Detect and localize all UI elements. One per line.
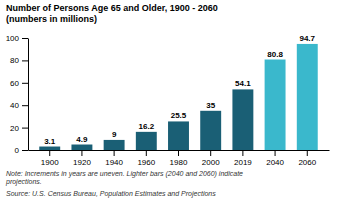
bars [39,44,317,150]
data-labels: 3.1 4.9 9 16.2 25.5 35 54.1 80.8 94.7 [44,34,315,146]
tick-label: 1940 [105,158,123,167]
annotation: Source: U.S. Census Bureau, Population E… [6,190,216,198]
tick-mark [210,150,211,156]
tick: 1980 [170,150,188,167]
bar [265,60,286,150]
tick-label: 2019 [234,158,252,167]
tick-label: 1920 [73,158,91,167]
bar [39,147,60,150]
subtitle: (numbers in millions) [6,14,97,24]
tick-label: 2040 [266,158,284,167]
annotation: Note: Increments in years are uneven. Li… [5,170,243,186]
data-label: 35 [206,101,215,110]
tick: 1900 [41,150,59,167]
data-label: 3.1 [44,137,56,146]
tick-label: 2060 [298,158,316,167]
tick-mark [275,150,276,156]
tick-label: 80 [10,56,19,65]
tick-mark [22,38,28,39]
y-axis: 0 20 40 60 80 100 [6,34,29,155]
data-label: 94.7 [299,34,315,43]
bar [168,121,189,150]
tick-label: 1960 [137,158,155,167]
axis-line [28,39,29,151]
title: Number of Persons Age 65 and Older, 1900… [6,3,218,13]
tick: 60 [10,79,28,88]
annotation-line: projections. [5,178,42,186]
tick-mark [242,150,243,156]
tick: 20 [10,124,28,133]
data-label: 16.2 [139,122,155,131]
tick-mark [22,83,28,84]
data-label: 80.8 [267,50,283,59]
tick-mark [146,150,147,156]
tick-mark [22,105,28,106]
data-label: 54.1 [235,79,251,88]
tick-mark [114,150,115,156]
bar [104,140,125,150]
plot: 0204060801001900192019401960198020002019… [6,34,330,167]
tick: 0 [15,146,28,155]
tick-label: 40 [10,101,19,110]
tick-label: 20 [10,124,19,133]
tick: 40 [10,101,28,110]
x-axis: 1900 1920 1940 1960 1980 2000 2019 2040 2060 [29,150,330,167]
tick: 1940 [105,150,123,167]
bar [200,111,221,150]
tick-mark [307,150,308,156]
tick: 2060 [298,150,316,167]
tick-mark [49,150,50,156]
bar [136,132,157,150]
tick-mark [22,60,28,61]
bar [71,145,92,150]
annotation-line: Note: Increments in years are uneven. Li… [6,170,243,178]
tick-label: 1900 [41,158,59,167]
tick-mark [178,150,179,156]
tick-mark [22,128,28,129]
tick-label: 60 [10,79,19,88]
tick-label: 1980 [170,158,188,167]
tick-mark [22,150,28,151]
tick-mark [81,150,82,156]
bar [297,44,318,150]
annotation-line: Source: U.S. Census Bureau, Population E… [6,190,216,198]
tick: 100 [6,34,28,43]
chart: Number of Persons Age 65 and Older, 1900… [0,0,337,206]
tick-label: 2000 [202,158,220,167]
data-label: 25.5 [171,111,187,120]
tick: 80 [10,56,28,65]
bar [232,89,253,150]
tick-label: 0 [15,146,20,155]
tick: 1920 [73,150,91,167]
tick: 2000 [202,150,220,167]
tick: 2019 [234,150,252,167]
data-label: 4.9 [76,135,88,144]
tick: 2040 [266,150,284,167]
data-label: 9 [112,130,117,139]
tick: 1960 [137,150,155,167]
tick-label: 100 [6,34,20,43]
